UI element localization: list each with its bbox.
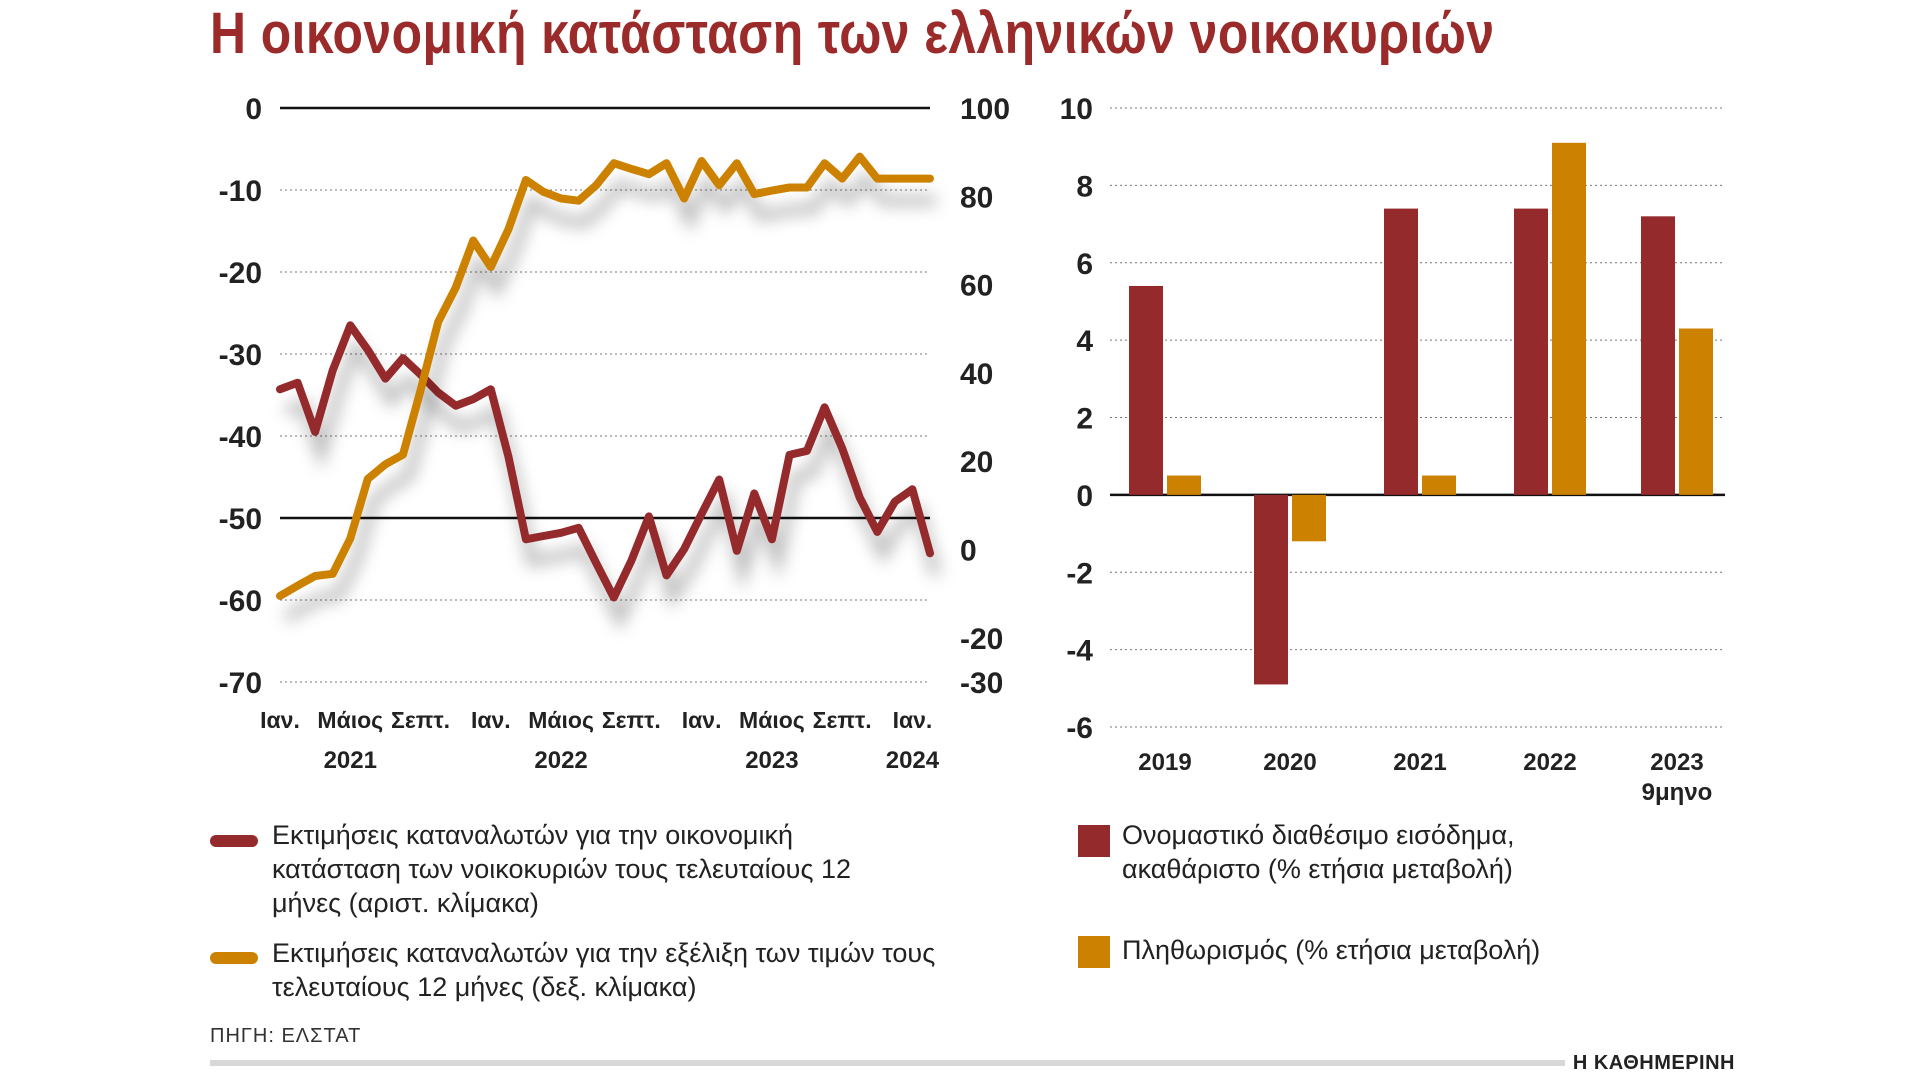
- legend-orange-bar-label: Πληθωρισμός (% ετήσια μεταβολή): [1122, 935, 1541, 965]
- x-month-label: Ιαν.: [260, 707, 300, 733]
- y-tick-label: -6: [1066, 712, 1093, 745]
- x-month-label: Σεπτ.: [813, 707, 872, 733]
- legend-red-bar-swatch: [1078, 825, 1110, 857]
- x-month-label: Ιαν.: [682, 707, 722, 733]
- left-tick-label: -30: [219, 339, 262, 372]
- bar-inflation: [1167, 475, 1201, 495]
- y-tick-label: 6: [1076, 248, 1093, 281]
- left-tick-label: -50: [219, 503, 262, 536]
- left-tick-label: -20: [219, 257, 262, 290]
- legend-red-bar-label: Ονομαστικό διαθέσιμο εισόδημα, ακαθάριστ…: [1122, 820, 1515, 884]
- left-tick-label: -40: [219, 421, 262, 454]
- line-chart: 0 -10 -20 -30 -40 -50 -60 -70 100 80 60 40 20 0 -20 -30…: [219, 93, 1010, 774]
- series-shadow: [284, 336, 941, 631]
- bar-inflation: [1679, 328, 1713, 495]
- x-month-label: Μάιος: [739, 707, 805, 733]
- y-tick-label: 10: [1060, 93, 1093, 126]
- bar-inflation: [1552, 142, 1586, 495]
- x-category-label: 2021: [1393, 749, 1446, 776]
- y-tick-label: -4: [1066, 635, 1093, 668]
- y-tick-label: -2: [1066, 557, 1093, 590]
- left-tick-label: 0: [245, 93, 262, 126]
- legend-orange-line-label: Εκτιμήσεις καταναλωτών για την εξέλιξη τ…: [272, 938, 936, 1002]
- legend-orange-bar-swatch: [1078, 936, 1110, 968]
- x-month-label: Ιαν.: [471, 707, 511, 733]
- y-tick-label: 8: [1076, 170, 1093, 203]
- legend-red-line-swatch: [210, 835, 258, 847]
- x-category-label: 2020: [1263, 749, 1316, 776]
- right-tick-label: -20: [960, 623, 1003, 656]
- x-month-label: Μάιος: [528, 707, 594, 733]
- bar-inflation: [1422, 475, 1456, 495]
- x-year-label: 2023: [745, 747, 798, 774]
- source-note: ΠΗΓΗ: ΕΛΣΤΑΤ: [210, 1025, 362, 1047]
- brand-label: Η ΚΑΘΗΜΕΡΙΝΗ: [1564, 1052, 1735, 1075]
- bar-income: [1254, 494, 1288, 685]
- series-shadow: [283, 170, 936, 623]
- legend-red-line-label: Εκτιμήσεις καταναλωτών για την οικονομικ…: [272, 820, 851, 918]
- bar-income: [1384, 208, 1418, 495]
- right-tick-label: 0: [960, 535, 977, 568]
- bar-income: [1129, 285, 1163, 495]
- x-category-label: 2023: [1650, 749, 1703, 776]
- right-tick-label: -30: [960, 667, 1003, 700]
- right-tick-label: 60: [960, 270, 993, 303]
- x-year-label: 2024: [886, 747, 940, 774]
- x-year-label: 2021: [324, 747, 377, 774]
- left-tick-label: -10: [219, 175, 262, 208]
- left-tick-label: -70: [219, 667, 262, 700]
- bar-inflation: [1292, 494, 1326, 542]
- y-tick-label: 0: [1076, 480, 1093, 513]
- x-month-label: Μάιος: [317, 707, 383, 733]
- bar-income: [1514, 208, 1548, 495]
- left-tick-label: -60: [219, 585, 262, 618]
- x-category-sublabel: 9μηνο: [1642, 779, 1713, 806]
- x-year-label: 2022: [534, 747, 587, 774]
- footer-bar: [210, 1060, 1735, 1066]
- legend-orange-line-swatch: [210, 952, 258, 964]
- right-tick-label: 100: [960, 93, 1010, 126]
- x-category-label: 2019: [1138, 749, 1191, 776]
- y-tick-label: 4: [1076, 325, 1093, 358]
- series-line-households: [276, 321, 934, 602]
- x-month-label: Σεπτ.: [602, 707, 661, 733]
- x-category-label: 2022: [1523, 749, 1576, 776]
- series-line-prices: [276, 152, 934, 600]
- chart-title: Η οικονομική κατάσταση των ελληνικών νοι…: [210, 1, 1495, 66]
- x-month-label: Ιαν.: [893, 707, 933, 733]
- x-month-label: Σεπτ.: [391, 707, 450, 733]
- right-tick-label: 20: [960, 446, 993, 479]
- right-tick-label: 40: [960, 358, 993, 391]
- bar-income: [1641, 216, 1675, 495]
- y-tick-label: 2: [1076, 403, 1093, 436]
- bar-chart: 10 8 6 4 2 0 -2 -4 -6 2019 2020 2021 2022 2023 9μηνο: [1060, 93, 1725, 806]
- right-tick-label: 80: [960, 181, 993, 214]
